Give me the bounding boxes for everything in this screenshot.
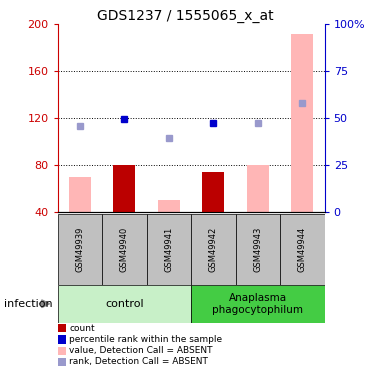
Text: GSM49944: GSM49944 xyxy=(298,227,307,272)
Text: count: count xyxy=(69,324,95,333)
Text: GSM49939: GSM49939 xyxy=(75,226,84,272)
Text: percentile rank within the sample: percentile rank within the sample xyxy=(69,335,223,344)
Bar xyxy=(291,34,313,212)
Bar xyxy=(147,214,191,285)
Bar xyxy=(69,177,91,212)
Bar xyxy=(191,214,236,285)
Bar xyxy=(280,214,325,285)
Bar xyxy=(202,172,224,212)
Text: value, Detection Call = ABSENT: value, Detection Call = ABSENT xyxy=(69,346,213,355)
Bar xyxy=(191,285,325,322)
Bar xyxy=(58,285,191,322)
Text: Anaplasma
phagocytophilum: Anaplasma phagocytophilum xyxy=(212,293,303,315)
Bar xyxy=(202,172,224,212)
Text: GDS1237 / 1555065_x_at: GDS1237 / 1555065_x_at xyxy=(97,9,274,23)
Bar xyxy=(58,214,102,285)
Bar xyxy=(113,165,135,212)
Text: GSM49943: GSM49943 xyxy=(253,226,262,272)
Text: GSM49941: GSM49941 xyxy=(164,227,173,272)
Text: control: control xyxy=(105,299,144,309)
Text: GSM49940: GSM49940 xyxy=(120,227,129,272)
Text: GSM49942: GSM49942 xyxy=(209,227,218,272)
Bar xyxy=(247,165,269,212)
Bar xyxy=(236,214,280,285)
Bar xyxy=(158,200,180,212)
Text: infection: infection xyxy=(4,299,52,309)
Bar xyxy=(102,214,147,285)
Bar xyxy=(113,165,135,212)
Text: rank, Detection Call = ABSENT: rank, Detection Call = ABSENT xyxy=(69,357,208,366)
